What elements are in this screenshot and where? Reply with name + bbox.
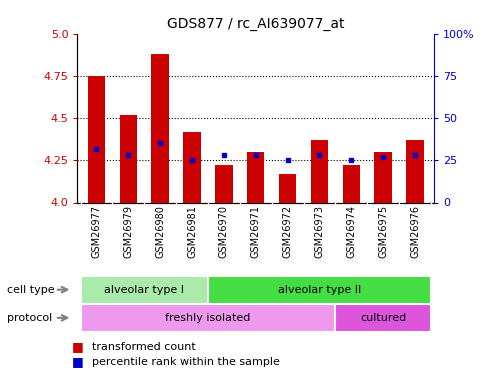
Bar — [406, 140, 424, 202]
Text: GSM26981: GSM26981 — [187, 205, 197, 258]
Text: freshly isolated: freshly isolated — [165, 313, 250, 323]
Text: GSM26973: GSM26973 — [314, 205, 324, 258]
Text: cell type: cell type — [7, 285, 55, 295]
Bar — [247, 152, 264, 202]
Text: alveolar type I: alveolar type I — [104, 285, 184, 295]
Bar — [335, 304, 431, 332]
Bar — [151, 54, 169, 202]
Text: GSM26974: GSM26974 — [346, 205, 356, 258]
Bar — [342, 165, 360, 202]
Text: GSM26970: GSM26970 — [219, 205, 229, 258]
Text: alveolar type II: alveolar type II — [278, 285, 361, 295]
Text: transformed count: transformed count — [92, 342, 196, 352]
Text: protocol: protocol — [7, 313, 53, 323]
Bar — [215, 165, 233, 202]
Title: GDS877 / rc_AI639077_at: GDS877 / rc_AI639077_at — [167, 17, 344, 32]
Bar — [208, 276, 431, 304]
Text: GSM26971: GSM26971 — [250, 205, 261, 258]
Bar — [183, 132, 201, 203]
Text: GSM26976: GSM26976 — [410, 205, 420, 258]
Text: GSM26980: GSM26980 — [155, 205, 165, 258]
Text: GSM26979: GSM26979 — [123, 205, 133, 258]
Text: GSM26975: GSM26975 — [378, 205, 388, 258]
Bar — [80, 276, 208, 304]
Text: GSM26977: GSM26977 — [91, 205, 101, 258]
Bar — [88, 76, 105, 202]
Bar — [80, 304, 335, 332]
Text: ■: ■ — [72, 356, 84, 368]
Text: cultured: cultured — [360, 313, 406, 323]
Text: percentile rank within the sample: percentile rank within the sample — [92, 357, 280, 367]
Text: GSM26972: GSM26972 — [282, 205, 292, 258]
Text: ■: ■ — [72, 340, 84, 353]
Bar — [120, 115, 137, 202]
Bar — [311, 140, 328, 202]
Bar — [279, 174, 296, 202]
Bar — [374, 152, 392, 202]
